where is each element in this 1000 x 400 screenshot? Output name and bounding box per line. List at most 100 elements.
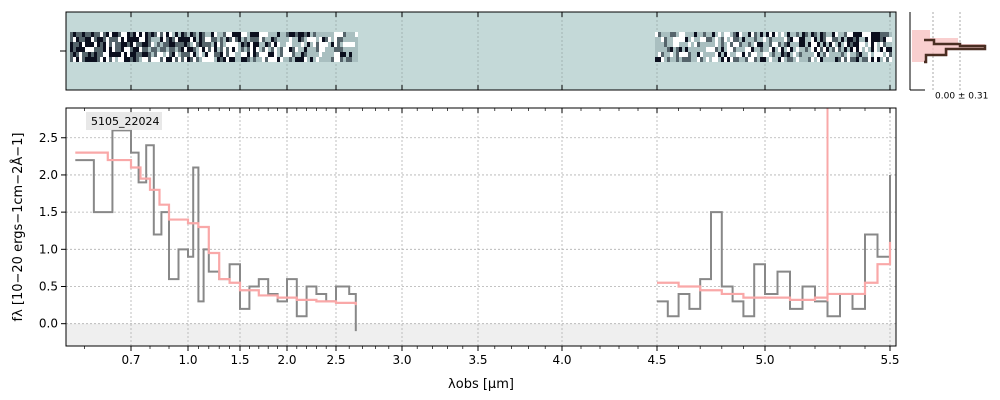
image-pixel (871, 47, 874, 52)
image-pixel (673, 37, 676, 42)
image-pixel (85, 47, 88, 52)
image-pixel (862, 57, 865, 62)
image-pixel (709, 47, 712, 52)
image-pixel (310, 32, 313, 37)
image-pixel (868, 42, 871, 47)
plot-area (66, 108, 896, 346)
image-pixel (781, 37, 784, 42)
image-pixel (247, 32, 250, 37)
image-pixel (202, 47, 205, 52)
image-pixel (709, 52, 712, 57)
image-pixel (823, 52, 826, 57)
image-pixel (73, 37, 76, 42)
image-pixel (334, 47, 337, 52)
image-pixel (751, 47, 754, 52)
image-pixel (697, 32, 700, 37)
model-line (657, 241, 892, 301)
image-pixel (148, 42, 151, 47)
image-pixel (103, 37, 106, 42)
image-pixel (661, 52, 664, 57)
image-pixel (304, 37, 307, 42)
image-pixel (847, 52, 850, 57)
image-pixel (187, 37, 190, 42)
image-pixel (106, 57, 109, 62)
x-tick-label: 4.0 (552, 353, 571, 367)
image-pixel (229, 52, 232, 57)
image-pixel (274, 47, 277, 52)
image-pixel (685, 37, 688, 42)
image-pixel (886, 57, 889, 62)
image-pixel (346, 42, 349, 47)
image-pixel (751, 52, 754, 57)
image-pixel (703, 52, 706, 57)
image-pixel (229, 57, 232, 62)
image-pixel (184, 57, 187, 62)
image-pixel (790, 52, 793, 57)
image-pixel (832, 57, 835, 62)
image-pixel (706, 32, 709, 37)
image-pixel (181, 42, 184, 47)
image-pixel (223, 47, 226, 52)
image-pixel (889, 42, 892, 47)
zero-band (66, 323, 896, 346)
image-pixel (703, 32, 706, 37)
image-pixel (280, 52, 283, 57)
image-pixel (352, 42, 355, 47)
image-pixel (331, 47, 334, 52)
image-pixel (763, 47, 766, 52)
image-pixel (136, 52, 139, 57)
image-pixel (838, 37, 841, 42)
image-pixel (85, 57, 88, 62)
image-pixel (679, 52, 682, 57)
image-pixel (91, 57, 94, 62)
image-pixel (301, 32, 304, 37)
image-pixel (712, 57, 715, 62)
image-pixel (706, 37, 709, 42)
image-pixel (835, 57, 838, 62)
image-pixel (745, 47, 748, 52)
image-pixel (337, 42, 340, 47)
image-pixel (112, 47, 115, 52)
image-pixel (844, 57, 847, 62)
image-pixel (301, 57, 304, 62)
image-pixel (190, 52, 193, 57)
image-pixel (103, 32, 106, 37)
image-pixel (838, 42, 841, 47)
image-pixel (145, 32, 148, 37)
image-pixel (730, 57, 733, 62)
image-pixel (337, 32, 340, 37)
image-pixel (721, 47, 724, 52)
image-pixel (691, 47, 694, 52)
image-pixel (688, 37, 691, 42)
image-pixel (169, 47, 172, 52)
image-pixel (217, 52, 220, 57)
image-pixel (766, 42, 769, 47)
image-pixel (352, 32, 355, 37)
image-pixel (175, 37, 178, 42)
image-pixel (658, 52, 661, 57)
image-pixel (280, 57, 283, 62)
image-pixel (874, 42, 877, 47)
image-pixel (115, 47, 118, 52)
image-pixel (769, 42, 772, 47)
image-pixel (178, 32, 181, 37)
image-pixel (136, 47, 139, 52)
image-pixel (877, 52, 880, 57)
y-tick-label: 1.5 (39, 205, 58, 219)
image-pixel (94, 42, 97, 47)
image-pixel (328, 32, 331, 37)
image-pixel (316, 47, 319, 52)
image-pixel (238, 57, 241, 62)
image-pixel (826, 37, 829, 42)
image-pixel (328, 47, 331, 52)
image-pixel (796, 52, 799, 57)
image-pixel (277, 52, 280, 57)
image-pixel (133, 52, 136, 57)
image-pixel (121, 32, 124, 37)
image-pixel (862, 52, 865, 57)
image-pixel (850, 47, 853, 52)
image-pixel (142, 32, 145, 37)
image-pixel (757, 42, 760, 47)
image-pixel (850, 42, 853, 47)
image-pixel (691, 32, 694, 37)
